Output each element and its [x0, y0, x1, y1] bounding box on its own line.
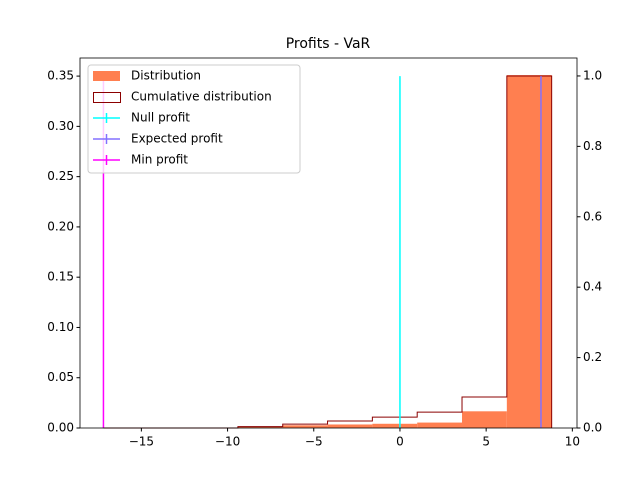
x-tick-label: 10 — [565, 435, 580, 449]
x-tick-label: 0 — [396, 435, 404, 449]
legend-label: Null profit — [131, 111, 190, 125]
legend: Distribution Cumulative distribution Null … — [87, 64, 301, 174]
y-tick-label: 0.00 — [47, 421, 74, 435]
y-tick-label: 0.25 — [47, 169, 74, 183]
legend-label: Cumulative distribution — [131, 90, 272, 104]
y2-tick-label: 0.8 — [583, 139, 602, 153]
plot-frame — [79, 57, 578, 429]
y2-tick-label: 1.0 — [583, 68, 602, 82]
bar — [506, 75, 552, 428]
legend-label: Distribution — [131, 69, 201, 83]
x-tick-label: −10 — [215, 435, 240, 449]
legend-swatch — [93, 71, 120, 81]
bar — [282, 425, 328, 428]
legend-label: Expected profit — [131, 132, 223, 146]
bar — [237, 426, 283, 428]
bar — [417, 422, 463, 428]
bar — [327, 424, 373, 428]
y-tick-label: 0.05 — [47, 370, 74, 384]
y2-tick-label: 0.0 — [583, 421, 602, 435]
y2-tick-label: 0.6 — [583, 209, 602, 223]
x-tick-label: 5 — [482, 435, 490, 449]
y-tick-label: 0.15 — [47, 270, 74, 284]
legend-box — [87, 64, 301, 174]
y2-tick-label: 0.4 — [583, 280, 602, 294]
y-tick-label: 0.20 — [47, 219, 74, 233]
legend-swatch — [93, 92, 121, 103]
y-tick-label: 0.30 — [47, 119, 74, 133]
x-tick-label: −5 — [305, 435, 323, 449]
chart-title: Profits - VaR — [286, 36, 371, 52]
bar — [372, 423, 418, 428]
y2-tick-label: 0.2 — [583, 350, 602, 364]
y-tick-label: 0.10 — [47, 320, 74, 334]
bar — [462, 411, 507, 428]
x-tick-label: −15 — [129, 435, 154, 449]
legend-label: Min profit — [131, 153, 188, 167]
y-tick-label: 0.35 — [47, 69, 74, 83]
